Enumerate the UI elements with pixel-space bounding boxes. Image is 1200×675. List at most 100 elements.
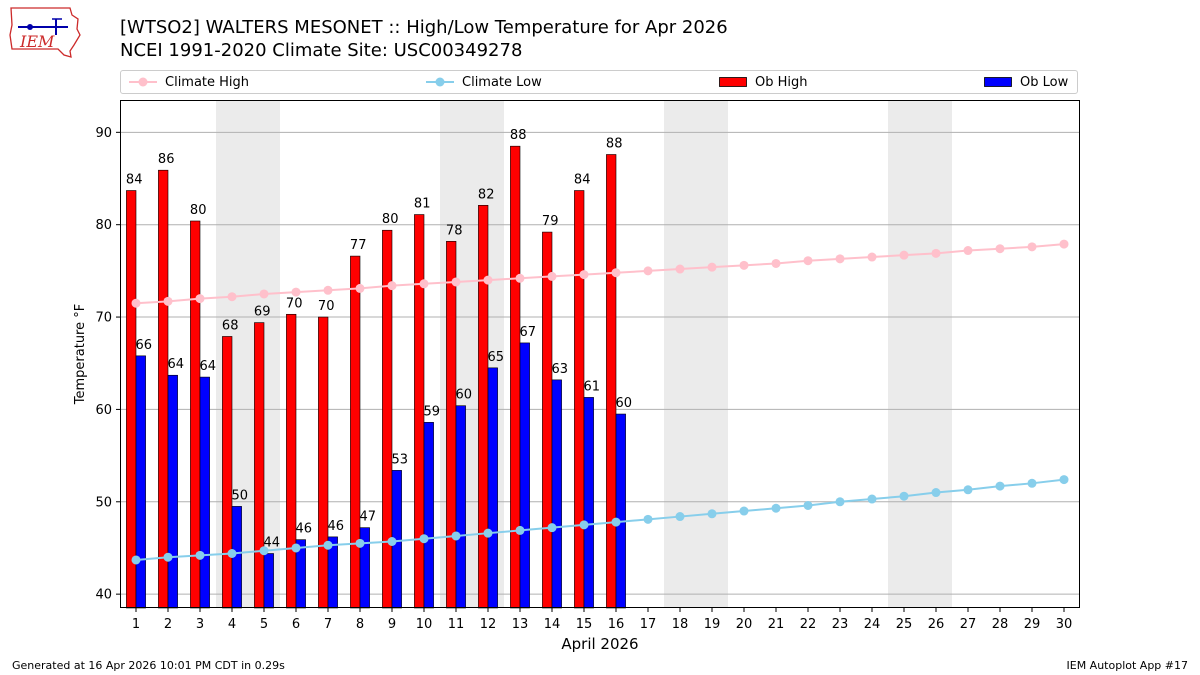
footer-app: IEM Autoplot App #17 (1066, 659, 1189, 672)
climate-high-point-20 (739, 260, 749, 270)
ob-high-label-7: 70 (318, 299, 335, 314)
climate-low-point-9 (387, 536, 397, 546)
climate-high-point-21 (771, 258, 781, 268)
ob-high-label-6: 70 (286, 296, 303, 311)
climate-high-point-8 (355, 283, 365, 293)
ob-low-bar-1 (135, 355, 146, 609)
x-tick-label-8: 8 (356, 617, 364, 632)
ob-low-label-9: 53 (392, 452, 409, 467)
x-tick-label-18: 18 (672, 617, 689, 632)
climate-low-point-18 (675, 512, 685, 522)
ob-high-bar-14 (542, 231, 553, 609)
y-axis-label: Temperature °F (73, 304, 88, 405)
climate-low-point-23 (835, 497, 845, 507)
iem-logo: IEM (9, 7, 81, 58)
climate-high-point-13 (515, 273, 525, 283)
y-tick-label-50: 50 (95, 495, 112, 510)
ob-high-label-5: 69 (254, 305, 271, 320)
x-tick-label-23: 23 (832, 617, 849, 632)
x-tick-label-9: 9 (388, 617, 396, 632)
climate-low-point-17 (643, 514, 653, 524)
legend-label-ob-low: Ob Low (1020, 74, 1069, 90)
ob-high-label-1: 84 (126, 173, 143, 188)
climate-high-point-1 (131, 298, 141, 308)
legend-swatch-ob-high (719, 77, 747, 87)
climate-low-point-19 (707, 509, 717, 519)
bars (126, 145, 626, 609)
climate-low-point-4 (227, 549, 237, 559)
x-tick-label-26: 26 (928, 617, 945, 632)
climate-low-point-22 (803, 500, 813, 510)
climate-low-point-3 (195, 550, 205, 560)
y-tick-label-80: 80 (95, 218, 112, 233)
legend-swatch-climate-high (129, 77, 157, 87)
ob-low-label-11: 60 (456, 388, 473, 403)
ob-low-bar-16 (615, 413, 626, 609)
x-tick-label-22: 22 (800, 617, 817, 632)
ob-low-label-14: 63 (552, 362, 569, 377)
ob-high-bar-4 (222, 336, 233, 609)
ob-low-label-4: 50 (232, 488, 249, 503)
x-tick-label-13: 13 (512, 617, 529, 632)
ob-low-label-1: 66 (136, 338, 153, 353)
ob-high-label-9: 80 (382, 212, 399, 227)
climate-high-point-26 (931, 248, 941, 258)
ob-low-label-13: 67 (520, 325, 537, 340)
climate-low-point-21 (771, 503, 781, 513)
ob-low-label-2: 64 (168, 357, 185, 372)
climate-low-point-28 (995, 481, 1005, 491)
ob-high-bar-2 (158, 169, 169, 609)
climate-high-point-9 (387, 281, 397, 291)
ob-low-label-12: 65 (488, 350, 505, 365)
x-tick-label-19: 19 (704, 617, 721, 632)
ob-high-label-4: 68 (222, 318, 239, 333)
climate-low-point-7 (323, 540, 333, 550)
legend-item-ob-low: Ob Low (984, 71, 1068, 93)
ob-high-bar-11 (446, 241, 457, 609)
ob-low-bar-12 (487, 367, 498, 609)
climate-high-point-28 (995, 244, 1005, 254)
climate-high-point-17 (643, 266, 653, 276)
x-tick-label-28: 28 (992, 617, 1009, 632)
chart-title: [WTSO2] WALTERS MESONET :: High/Low Temp… (120, 17, 728, 38)
y-tick-label-60: 60 (95, 403, 112, 418)
x-axis-label: April 2026 (561, 635, 638, 653)
ob-low-bar-10 (423, 422, 434, 609)
ob-high-label-2: 86 (158, 152, 175, 167)
ob-low-bar-3 (199, 376, 210, 609)
legend-item-climate-high: Climate High (129, 71, 249, 93)
x-tick-label-20: 20 (736, 617, 753, 632)
ob-high-bar-3 (190, 220, 201, 609)
climate-high-point-27 (963, 246, 973, 256)
climate-low-point-11 (451, 531, 461, 541)
climate-high-point-22 (803, 256, 813, 266)
footer-generated: Generated at 16 Apr 2026 10:01 PM CDT in… (12, 659, 285, 672)
climate-high-point-6 (291, 287, 301, 297)
weekend-shading (216, 100, 952, 608)
ob-high-label-12: 82 (478, 187, 495, 202)
climate-low-point-6 (291, 543, 301, 553)
y-tick-label-90: 90 (95, 126, 112, 141)
x-tick-label-27: 27 (960, 617, 977, 632)
ob-low-bar-5 (263, 553, 274, 609)
y-tick-label-40: 40 (95, 588, 112, 603)
x-tick-label-6: 6 (292, 617, 300, 632)
ob-high-bar-7 (318, 316, 329, 609)
ob-high-label-15: 84 (574, 173, 591, 188)
climate-low-point-5 (259, 546, 269, 556)
x-tick-label-3: 3 (196, 617, 204, 632)
climate-high-point-25 (899, 250, 909, 260)
bar-labels: 84 86 80 68 69 70 70 77 80 81 78 82 88 79 84 88 66 64 64 50… (126, 128, 632, 550)
climate-low-point-16 (611, 517, 621, 527)
climate-high-point-3 (195, 294, 205, 304)
climate-low-point-2 (163, 552, 173, 562)
ob-high-bar-13 (510, 145, 521, 609)
ob-high-bar-8 (350, 255, 361, 609)
ob-high-label-13: 88 (510, 128, 527, 143)
ob-low-label-6: 46 (296, 522, 313, 537)
ob-high-bar-15 (574, 190, 585, 609)
climate-low-point-8 (355, 538, 365, 548)
climate-low-point-30 (1059, 475, 1069, 485)
climate-high-point-16 (611, 268, 621, 278)
climate-high-point-18 (675, 264, 685, 274)
